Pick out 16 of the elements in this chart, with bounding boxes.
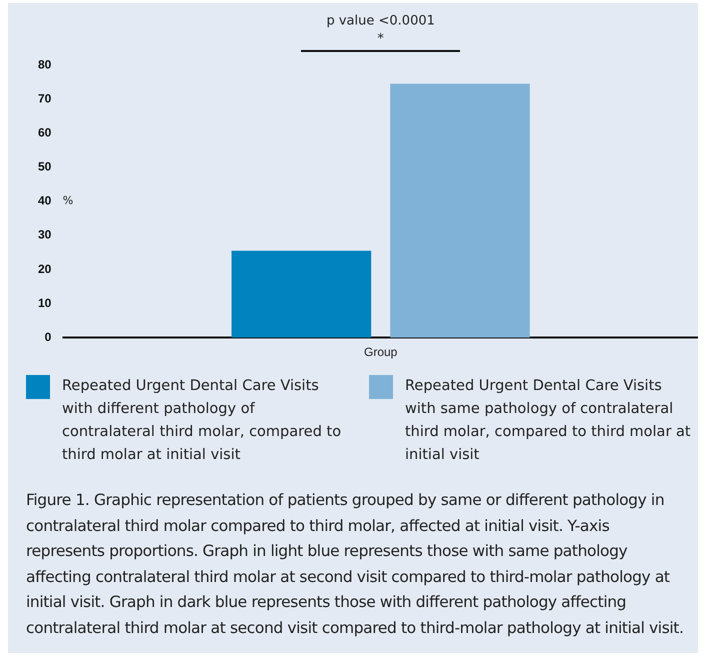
text: p value <0.0001 xyxy=(326,13,435,28)
legend-label: Repeated Urgent Dental Care Visits with same pathology of contralateral third molar, compared to third molar at initial visit xyxy=(405,377,692,465)
y-tick-label: 50 xyxy=(38,160,52,174)
y-tick-label: 40 xyxy=(38,194,52,208)
y-tick-label: 0 xyxy=(44,330,52,344)
y-tick-label: 70 xyxy=(38,91,52,106)
y-tick-label: 30 xyxy=(38,228,52,242)
legend-label: Repeated Urgent Dental Care Visits with different pathology of contralateral third molar, compared to third molar at initial visit xyxy=(62,377,342,465)
y-tick-label: 80 xyxy=(38,57,52,72)
caption: Figure 1. Graphic representation of patients grouped by same or different pathology in contralateral third molar compared to third molar, affected at initial visit. Y-axis represents proportions. Graph in light blue represents those with same pathology affecting contralateral third molar at second visit compared to third-molar pathology at initial visit. Graph in dark blue represents those with different pathology affecting contralateral third molar at second visit compared to third-molar pathology at initial visit. xyxy=(26,490,684,638)
y-tick-label: 10 xyxy=(38,296,52,310)
y-axis-title: % xyxy=(62,194,74,208)
x-tick-label: Group xyxy=(364,345,398,360)
y-tick-label: 60 xyxy=(38,125,52,140)
text: * xyxy=(377,31,384,46)
y-tick-label: 20 xyxy=(38,262,52,276)
